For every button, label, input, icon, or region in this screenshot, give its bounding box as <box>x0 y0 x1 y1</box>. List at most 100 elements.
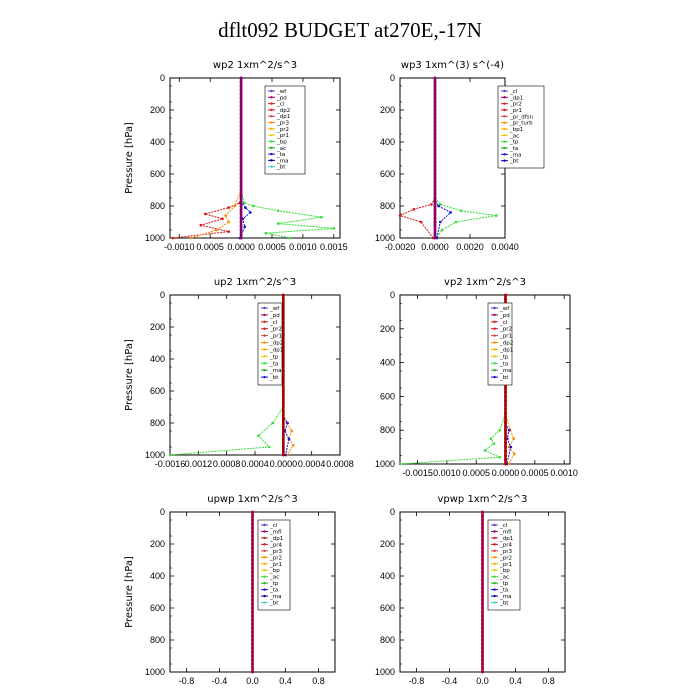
y-tick-label: 200 <box>380 539 395 549</box>
legend-marker <box>503 102 506 105</box>
data-point <box>239 228 243 232</box>
y-tick-label: 1000 <box>145 233 165 243</box>
data-point <box>481 638 484 642</box>
data-point <box>439 203 442 206</box>
legend-entry: _tp <box>509 140 519 146</box>
legend-entry: _pr3 <box>276 121 290 127</box>
legend-marker <box>493 569 496 572</box>
legend-marker <box>493 601 496 604</box>
data-point <box>507 445 511 449</box>
legend-marker <box>270 127 273 131</box>
data-point <box>504 399 507 402</box>
legend-entry: _ta <box>276 152 285 158</box>
legend-entry: _pr1 <box>499 562 512 568</box>
data-point <box>284 453 287 457</box>
x-tick-label: 0.8 <box>542 676 555 686</box>
data-point <box>481 606 484 610</box>
data-point <box>281 373 285 377</box>
data-point <box>281 345 285 349</box>
data-point <box>239 92 243 96</box>
data-point <box>332 227 336 230</box>
legend-entry: _pr1 <box>509 108 522 114</box>
panel-wp3: wp3 1xm^(3) s^(-4) 0 200 400 600 800 1000-0.00… <box>375 60 545 252</box>
data-point <box>251 574 254 578</box>
y-tick-label: 0 <box>160 290 165 300</box>
data-point <box>481 562 484 566</box>
data-point <box>449 211 452 214</box>
data-point <box>504 407 507 411</box>
legend-entry: _pr2 <box>499 327 512 333</box>
legend-marker <box>493 594 496 598</box>
legend-entry: _dp1 <box>499 536 513 542</box>
x-tick-label: 0.0000 <box>227 242 255 252</box>
legend-entry: _dp1 <box>509 95 523 101</box>
legend-entry: _pd <box>276 95 287 101</box>
legend-marker <box>263 588 266 591</box>
data-point <box>239 148 243 152</box>
data-point <box>281 341 285 345</box>
data-point <box>281 433 285 437</box>
legend-entry: _ac <box>269 575 279 581</box>
legend-marker <box>263 306 266 310</box>
x-tick-label: -0.0015 <box>402 468 433 478</box>
data-point <box>433 172 437 176</box>
legend-entry: _ma <box>499 368 511 374</box>
series-line <box>398 78 436 239</box>
data-point <box>251 566 254 570</box>
data-point <box>481 510 484 514</box>
data-point <box>481 538 484 542</box>
data-point <box>504 445 507 449</box>
series-line <box>282 295 290 456</box>
data-point <box>251 518 254 522</box>
data-point <box>481 530 484 534</box>
data-point <box>489 437 493 440</box>
data-point <box>271 421 274 425</box>
data-point <box>239 224 243 228</box>
data-point <box>504 458 507 462</box>
y-axis-label: Pressure [hPa] <box>124 556 135 628</box>
data-point <box>504 454 507 457</box>
data-point <box>289 236 292 240</box>
data-point <box>481 626 484 630</box>
data-point <box>481 542 484 546</box>
legend-entry: _dp1 <box>269 536 283 542</box>
data-point <box>251 638 254 642</box>
legend-marker <box>263 581 266 585</box>
data-point <box>203 212 207 216</box>
data-point <box>281 305 285 309</box>
data-point <box>171 236 175 240</box>
x-tick-label: 0.0008 <box>326 459 354 469</box>
legend-entry: _cl <box>499 320 508 326</box>
data-point <box>281 449 285 453</box>
y-tick-label: 600 <box>150 386 165 396</box>
legend-entry: _ma <box>269 594 281 600</box>
data-point <box>281 369 285 373</box>
legend-marker <box>263 341 266 344</box>
data-point <box>433 108 437 112</box>
legend-marker <box>493 362 496 365</box>
legend-entry: _bp1 <box>509 127 523 133</box>
data-point <box>239 188 243 192</box>
data-point <box>504 395 507 398</box>
data-point <box>433 196 437 200</box>
y-tick-label: 400 <box>380 137 395 147</box>
legend-marker <box>503 115 506 118</box>
y-tick-label: 400 <box>380 358 395 368</box>
data-point <box>251 522 254 526</box>
data-point <box>433 144 437 148</box>
legend-entry: _pr2 <box>269 555 282 561</box>
x-tick-label: -0.0020 <box>385 242 416 252</box>
legend-marker <box>270 115 273 118</box>
data-point <box>281 417 285 421</box>
data-point <box>239 104 243 108</box>
legend-marker <box>263 569 266 572</box>
legend-marker <box>263 523 266 527</box>
data-point <box>281 385 285 389</box>
legend-marker <box>270 152 273 156</box>
legend-marker <box>503 140 506 143</box>
data-point <box>504 293 507 297</box>
data-point <box>251 582 254 586</box>
data-point <box>281 333 285 337</box>
